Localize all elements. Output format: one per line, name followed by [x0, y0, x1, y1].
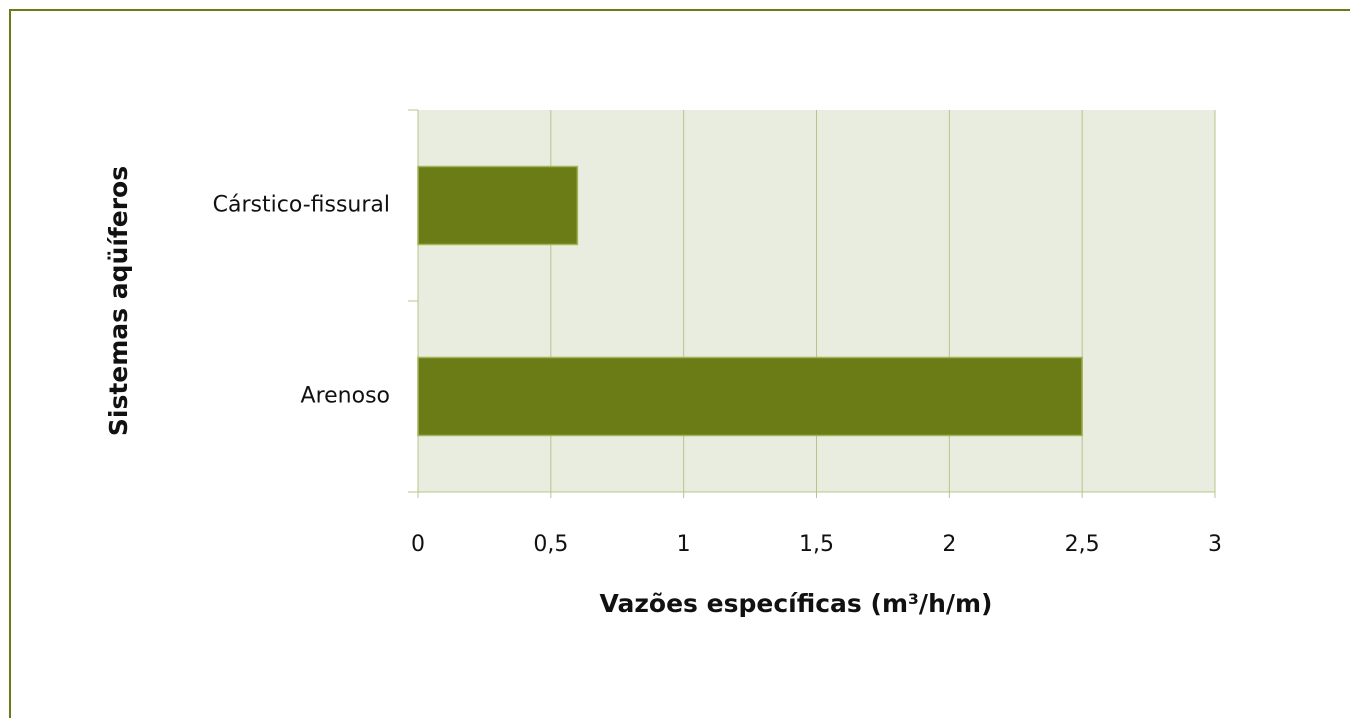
x-axis-label: Vazões específicas (m³/h/m)	[600, 589, 993, 618]
bar	[417, 356, 1083, 437]
x-tick-label: 0	[411, 532, 425, 557]
bar	[417, 165, 579, 246]
y-tick-label: Cárstico-fissural	[213, 193, 390, 218]
x-tick-label: 1,5	[799, 532, 834, 557]
y-tick-label: Arenoso	[301, 384, 390, 409]
y-axis-label: Sistemas aqüíferos	[104, 166, 133, 436]
x-tick-label: 3	[1208, 532, 1222, 557]
x-tick-label: 0,5	[533, 532, 568, 557]
x-tick-label: 1	[677, 532, 691, 557]
x-tick-label: 2	[942, 532, 956, 557]
x-tick-label: 2,5	[1065, 532, 1100, 557]
